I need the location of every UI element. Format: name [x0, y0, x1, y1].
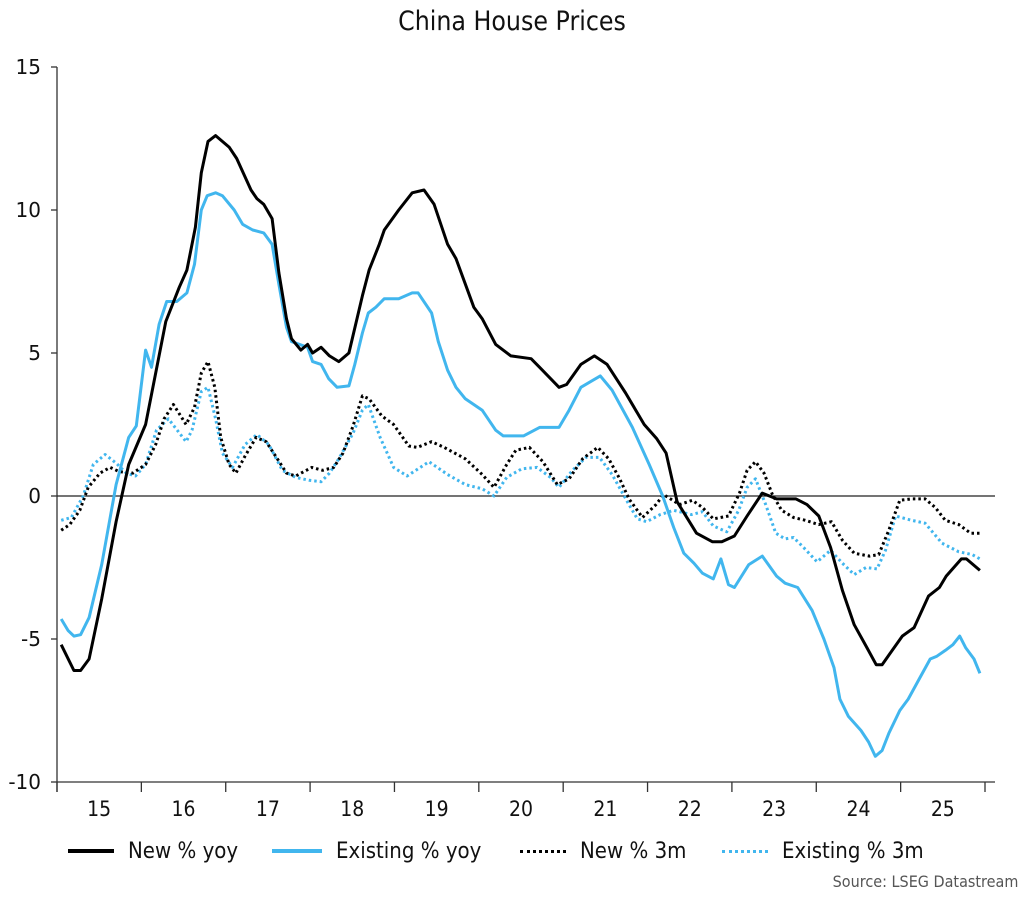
- series-line-existing-yoy: [59, 191, 982, 758]
- x-tick-label: 20: [509, 797, 533, 821]
- legend-item-existing-3m: Existing % 3m: [722, 834, 939, 868]
- x-tick-label: 22: [678, 797, 702, 821]
- legend-label: New % yoy: [128, 838, 239, 864]
- legend-item-new-yoy: New % yoy: [68, 834, 250, 868]
- x-tick-label: 16: [172, 797, 196, 821]
- legend-swatch-existing-yoy: [272, 849, 322, 853]
- x-tick-label: 21: [593, 797, 617, 821]
- legend-item-new-3m: New % 3m: [520, 834, 698, 868]
- legend-item-existing-yoy: Existing % yoy: [272, 834, 498, 868]
- legend: New % yoy Existing % yoy New % 3m Existi…: [0, 834, 1024, 868]
- x-tick-label: 18: [340, 797, 364, 821]
- series-line-existing-3m: [60, 385, 981, 577]
- y-tick-label: 15: [16, 55, 41, 79]
- x-tick-label: 19: [425, 797, 449, 821]
- chart-title: China House Prices: [398, 6, 626, 37]
- x-tick-label: 17: [256, 797, 280, 821]
- series-line-new-3m: [60, 360, 980, 558]
- legend-swatch-existing-3m: [722, 849, 768, 853]
- source-note: Source: LSEG Datastream: [832, 872, 1018, 891]
- x-tick-label: 25: [931, 797, 955, 821]
- legend-label: New % 3m: [580, 838, 687, 864]
- y-tick-label: -10: [8, 770, 41, 794]
- series-line-new-yoy: [59, 134, 981, 672]
- x-tick-label: 23: [762, 797, 786, 821]
- y-tick-label: 10: [16, 198, 41, 222]
- legend-label: Existing % 3m: [782, 838, 924, 864]
- legend-swatch-new-yoy: [68, 849, 114, 853]
- y-tick-label: 5: [28, 341, 41, 365]
- x-tick-label: 15: [87, 797, 111, 821]
- legend-swatch-new-3m: [520, 849, 566, 853]
- y-tick-label: 0: [28, 484, 41, 508]
- x-tick-label: 24: [846, 797, 870, 821]
- legend-label: Existing % yoy: [336, 838, 482, 864]
- y-tick-label: -5: [21, 627, 41, 651]
